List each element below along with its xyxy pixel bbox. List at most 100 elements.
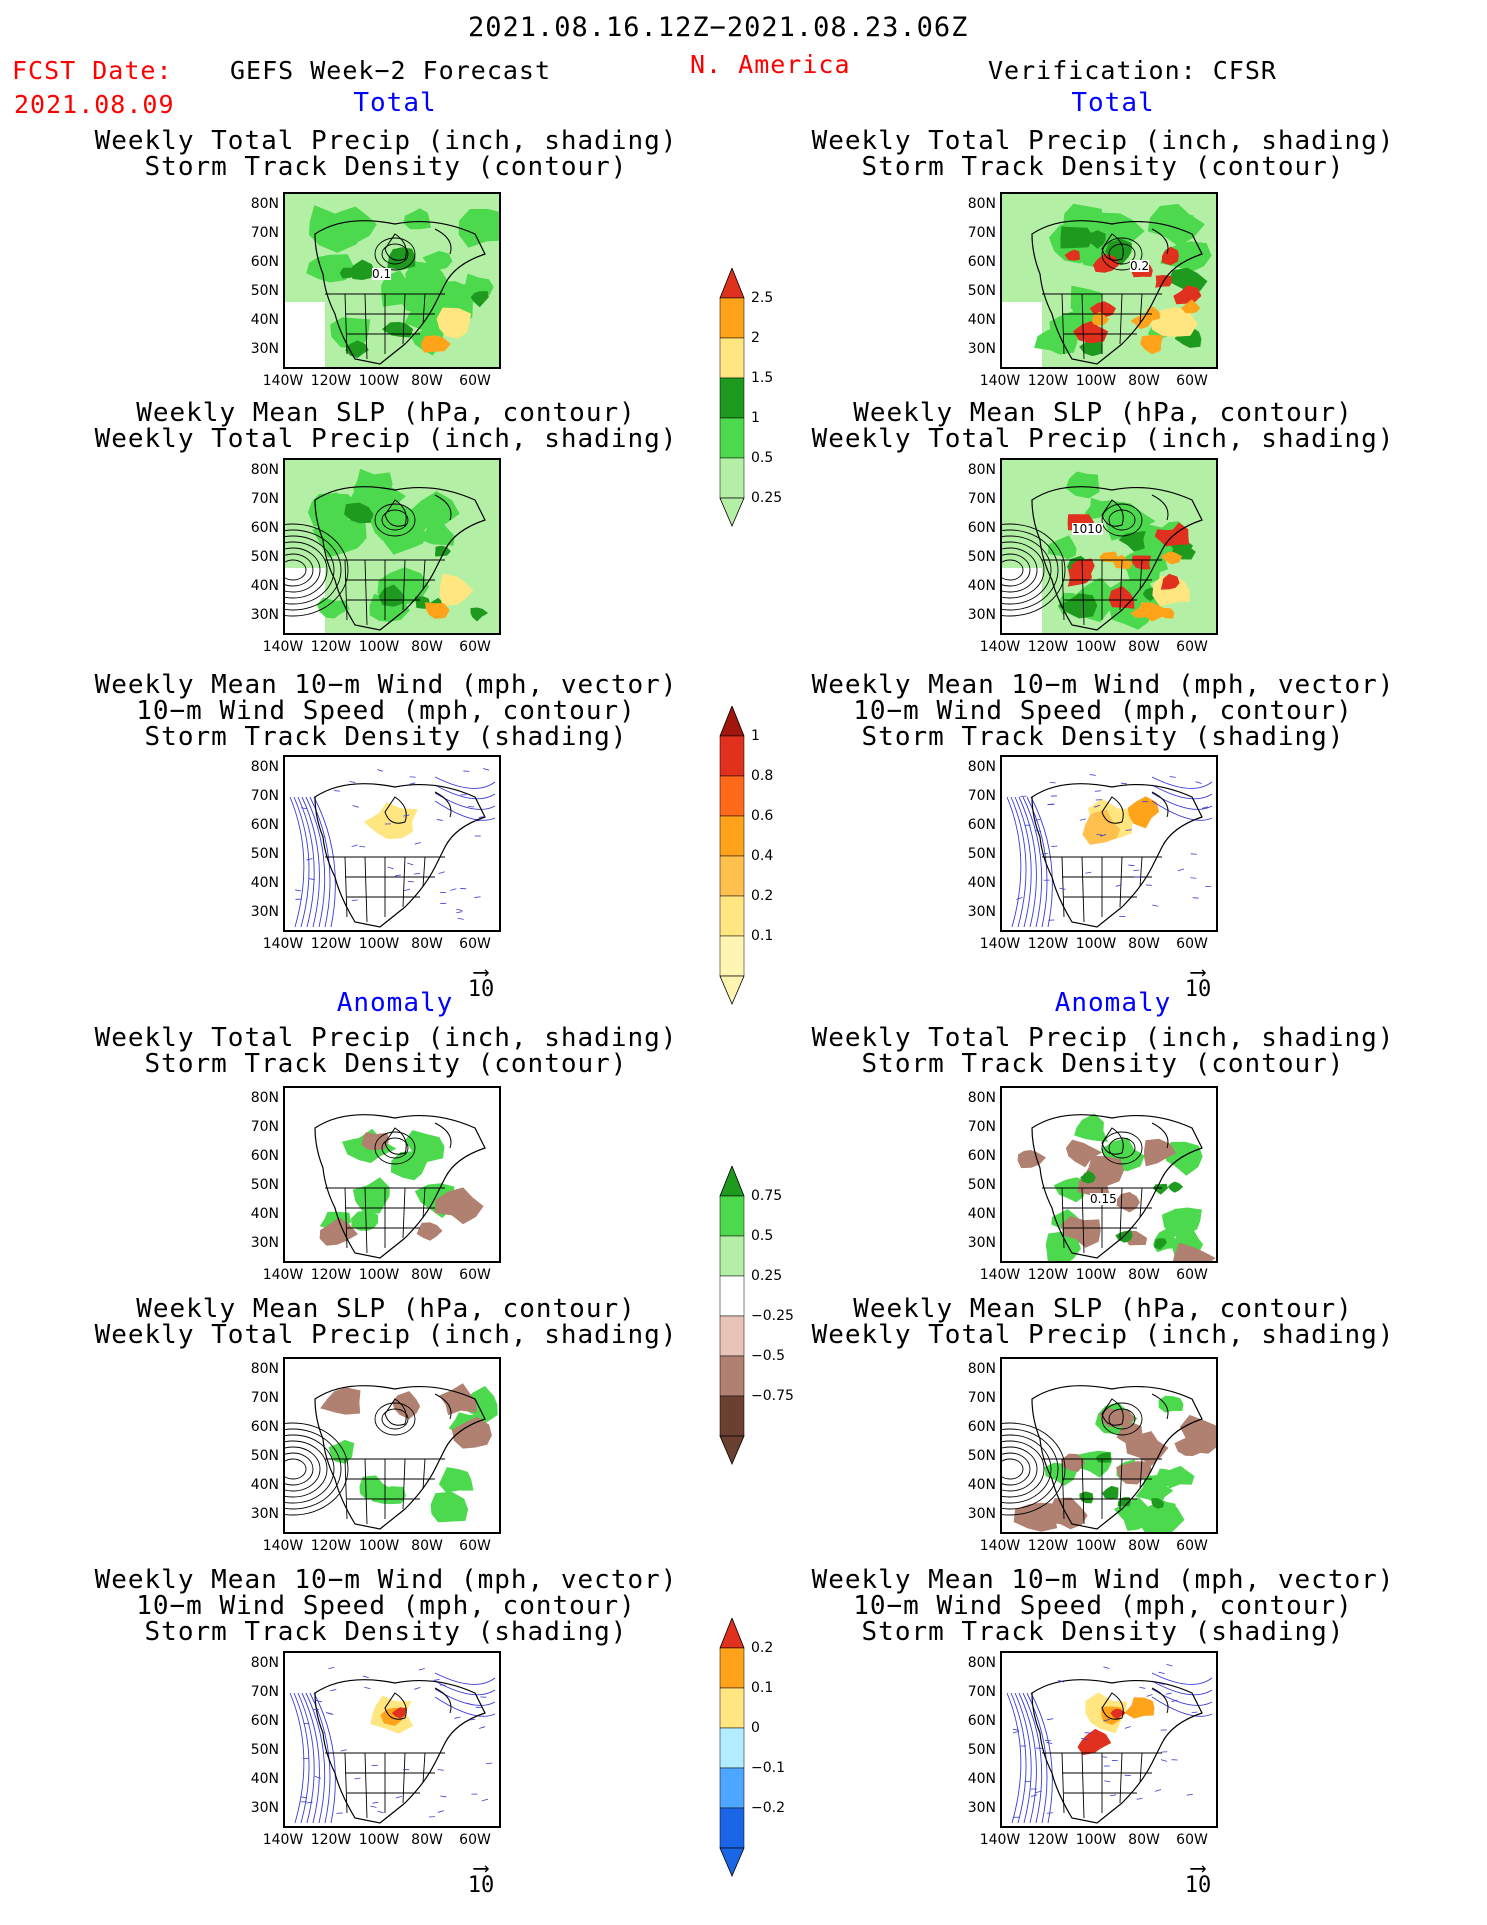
contour-line xyxy=(285,553,314,587)
lat-tick-label: 50N xyxy=(250,283,279,299)
lon-tick-label: 100W xyxy=(358,1267,400,1283)
wind-vector xyxy=(478,816,485,818)
wind-vector xyxy=(403,888,411,892)
lat-tick-label: 50N xyxy=(967,1448,996,1464)
lon-tick-label: 100W xyxy=(1075,1538,1117,1554)
wind-vector xyxy=(1085,871,1092,874)
colorbar-label: 0 xyxy=(751,1720,760,1736)
shading-region xyxy=(439,1383,477,1416)
lon-tick-label: 140W xyxy=(262,639,304,655)
wind-vector xyxy=(467,805,475,808)
section-total-left: Total xyxy=(353,88,437,118)
lat-tick-label: 80N xyxy=(967,1655,996,1671)
shading-region xyxy=(1130,606,1150,619)
panel-title-line: Weekly Mean SLP (hPa, contour) xyxy=(136,1294,636,1324)
lat-tick-label: 30N xyxy=(967,904,996,920)
lat-tick-label: 60N xyxy=(250,254,279,270)
lat-tick-label: 40N xyxy=(250,312,279,328)
wind-speed-contour xyxy=(305,796,326,928)
lon-tick-label: 80W xyxy=(1128,1267,1160,1283)
wind-vector xyxy=(306,1801,313,1804)
wind-speed-contour xyxy=(293,1692,310,1824)
contour-line xyxy=(1002,1452,1031,1486)
contour-line xyxy=(381,1408,409,1430)
lat-tick-label: 70N xyxy=(967,788,996,804)
lat-tick-label: 80N xyxy=(250,1090,279,1106)
panel-title-line: Weekly Total Precip (inch, shading) xyxy=(94,126,678,156)
contour-line xyxy=(1101,1402,1143,1436)
wind-vector xyxy=(1081,1737,1088,1740)
colorbar-label: 0.1 xyxy=(751,1680,774,1696)
panel-title-line: Weekly Mean SLP (hPa, contour) xyxy=(853,398,1353,428)
lat-tick-label: 50N xyxy=(967,549,996,565)
wind-vector xyxy=(414,873,421,875)
lon-tick-label: 140W xyxy=(979,1832,1021,1848)
wind-vector xyxy=(1201,806,1209,809)
lat-tick-label: 70N xyxy=(250,1119,279,1135)
section-total-right: Total xyxy=(1071,88,1155,118)
lat-tick-label: 30N xyxy=(967,341,996,357)
wind-speed-contour xyxy=(1026,796,1048,928)
lat-tick-label: 50N xyxy=(967,1742,996,1758)
colorbar-segment xyxy=(719,815,745,857)
hudson-bay xyxy=(1101,1393,1169,1426)
shading-region xyxy=(398,270,439,315)
lat-tick-label: 60N xyxy=(967,1419,996,1435)
contour-line xyxy=(285,1446,321,1492)
colorbar-precip-anom xyxy=(719,1166,745,1466)
shading-region xyxy=(438,1467,474,1493)
wind-speed-contour xyxy=(1151,1672,1213,1685)
colorbar-segment xyxy=(719,1195,745,1237)
panel-title-line: Weekly Total Precip (inch, shading) xyxy=(811,1320,1395,1350)
colorbar-segment xyxy=(719,417,745,459)
fcst-date-label: FCST Date: xyxy=(12,56,173,85)
shading-region xyxy=(1160,573,1180,590)
wind-vector xyxy=(1047,1718,1054,1721)
colorbar-bottom-cap xyxy=(719,1847,745,1878)
map-panel-left-6 xyxy=(283,1651,501,1828)
wind-vector xyxy=(481,1798,489,1802)
shading-region xyxy=(434,1187,484,1225)
region-title: N. America xyxy=(690,50,851,79)
lat-tick-label: 60N xyxy=(967,1148,996,1164)
lon-tick-label: 100W xyxy=(358,373,400,389)
shading-region xyxy=(1099,1407,1136,1428)
lat-tick-label: 70N xyxy=(250,1390,279,1406)
shading-region xyxy=(422,521,455,546)
lat-tick-label: 30N xyxy=(250,904,279,920)
colorbar-segment xyxy=(719,735,745,777)
colorbar-label: 0.6 xyxy=(751,808,774,824)
lon-tick-label: 100W xyxy=(1075,639,1117,655)
lat-tick-label: 40N xyxy=(250,578,279,594)
shading-region xyxy=(391,1707,407,1719)
lon-tick-label: 60W xyxy=(459,1538,491,1554)
lat-tick-label: 80N xyxy=(250,1361,279,1377)
panel-title-line: Weekly Mean SLP (hPa, contour) xyxy=(136,398,636,428)
lat-tick-label: 80N xyxy=(250,759,279,775)
contour-line xyxy=(1002,1440,1045,1498)
map-panel-right-3 xyxy=(1000,755,1218,932)
hudson-bay xyxy=(384,494,452,527)
colorbar-label: 0.2 xyxy=(751,888,774,904)
shading-region xyxy=(1092,311,1110,326)
lon-tick-label: 80W xyxy=(411,1538,443,1554)
wind-vector xyxy=(352,805,359,808)
wind-speed-contour xyxy=(1010,1692,1027,1824)
shading-region xyxy=(320,1387,361,1415)
shading-region xyxy=(470,607,489,622)
wind-speed-contour xyxy=(289,796,305,928)
wind-vector xyxy=(414,842,421,845)
state-borders xyxy=(1042,856,1162,923)
wind-vector xyxy=(456,908,463,912)
contour-value-label: 0.15 xyxy=(1090,1192,1117,1206)
shading-region xyxy=(1124,1697,1155,1719)
wind-vector xyxy=(474,896,481,898)
lon-tick-label: 80W xyxy=(411,639,443,655)
lon-tick-label: 120W xyxy=(1027,1267,1069,1283)
lon-tick-label: 100W xyxy=(1075,1267,1117,1283)
colorbar-label: 1 xyxy=(751,410,760,426)
lat-tick-label: 30N xyxy=(250,341,279,357)
wind-speed-contour xyxy=(1014,1692,1032,1824)
colorbar-label: −0.75 xyxy=(751,1388,794,1404)
lon-tick-label: 100W xyxy=(358,1538,400,1554)
